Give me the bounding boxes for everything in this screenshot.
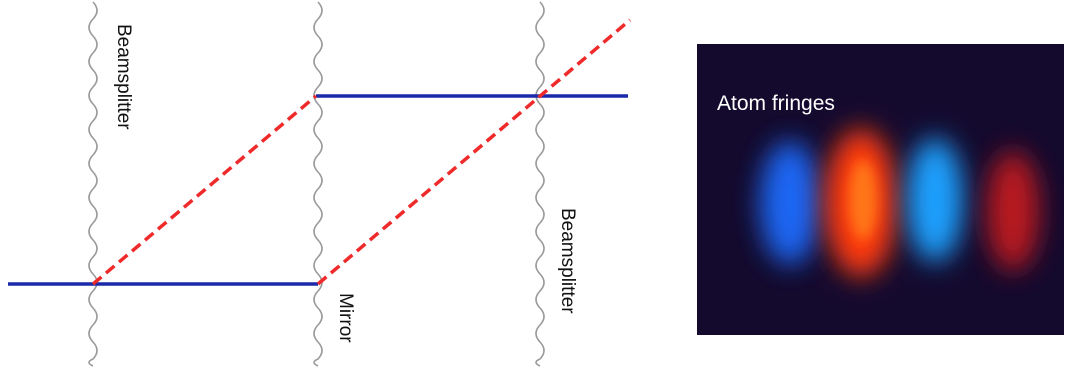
atom-fringes-label: Atom fringes (717, 92, 835, 115)
beamsplitter-left-wave (88, 1, 98, 367)
blue-fringe-1 (760, 141, 820, 265)
mirror-wave (313, 1, 323, 367)
beamsplitter-right-label: Beamsplitter (557, 208, 578, 314)
red-fringe-1-core (849, 160, 877, 240)
atom-fringes-photo: Atom fringes (697, 44, 1064, 335)
red-fringe-2 (987, 151, 1039, 271)
mirror-label: Mirror (335, 293, 356, 343)
beamsplitter-right-wave (535, 1, 545, 367)
beamsplitter-left-label: Beamsplitter (113, 24, 134, 130)
dashed-beam-left (91, 94, 318, 286)
dashed-beam-right (316, 18, 632, 286)
blue-fringe-2 (907, 138, 963, 262)
interferometer-diagram: Beamsplitter Mirror Beamsplitter (8, 1, 632, 367)
